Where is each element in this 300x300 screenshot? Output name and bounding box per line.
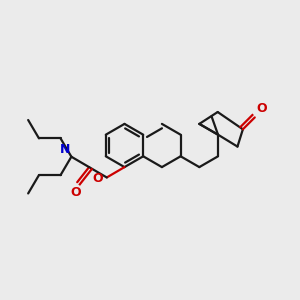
- Text: O: O: [93, 172, 103, 185]
- Text: N: N: [59, 143, 70, 156]
- Text: O: O: [256, 102, 267, 115]
- Text: O: O: [70, 186, 81, 199]
